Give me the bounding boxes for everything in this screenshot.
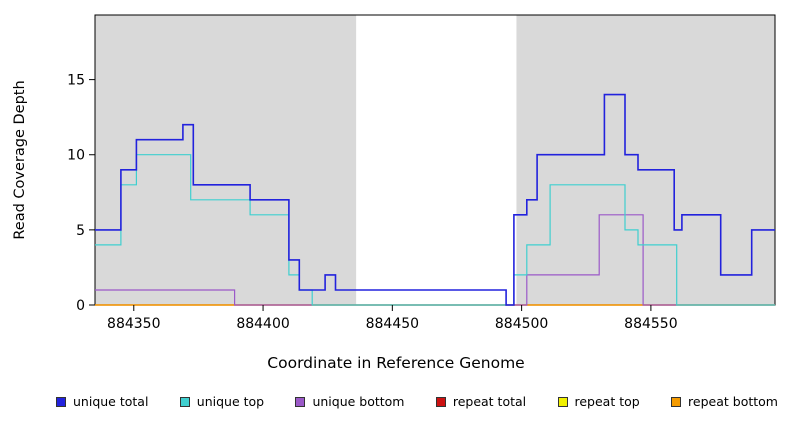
- x-tick-label: 884350: [107, 316, 160, 332]
- legend-swatch-unique-top: [179, 396, 190, 407]
- legend-swatch-unique-bottom: [295, 396, 306, 407]
- series-line-unique-top: [95, 154, 775, 306]
- x-axis-label: Coordinate in Reference Genome: [267, 354, 525, 372]
- legend-label-repeat-total: repeat total: [452, 394, 527, 409]
- y-tick-label: 15: [67, 73, 85, 89]
- legend-swatch-repeat-top: [557, 396, 568, 407]
- x-tick-label: 884500: [495, 316, 548, 332]
- legend-swatch-unique-total: [56, 396, 66, 407]
- unshaded-region: [356, 15, 517, 305]
- legend-item-unique-total: unique total: [56, 394, 148, 409]
- series-line-unique-bottom: [95, 214, 775, 306]
- legend-item-repeat-total: repeat total: [435, 394, 527, 409]
- x-tick-label: 884550: [624, 316, 677, 332]
- legend-item-unique-bottom: unique bottom: [295, 394, 405, 409]
- x-tick-label: 884400: [236, 316, 289, 332]
- chart-legend: unique total unique top unique bottom re…: [0, 394, 792, 409]
- y-tick-label: 10: [67, 148, 85, 164]
- legend-item-repeat-bottom: repeat bottom: [671, 394, 778, 409]
- legend-label-unique-top: unique top: [196, 394, 265, 409]
- legend-label-unique-bottom: unique bottom: [312, 394, 405, 409]
- series-line-unique-total: [95, 93, 775, 306]
- y-axis-label: Read Coverage Depth: [12, 80, 28, 239]
- coverage-chart: Read Coverage Depth 884350 884400 884450 88…: [12, 14, 776, 332]
- legend-item-repeat-top: repeat top: [557, 394, 640, 409]
- legend-item-unique-top: unique top: [179, 394, 265, 409]
- y-tick-label: 0: [76, 298, 85, 314]
- legend-swatch-repeat-bottom: [671, 396, 682, 407]
- legend-label-unique-total: unique total: [73, 394, 149, 409]
- x-tick-label: 884450: [366, 316, 419, 332]
- legend-label-repeat-top: repeat top: [574, 394, 640, 409]
- y-tick-label: 5: [76, 223, 85, 239]
- legend-swatch-repeat-total: [435, 396, 446, 407]
- legend-label-repeat-bottom: repeat bottom: [688, 394, 778, 409]
